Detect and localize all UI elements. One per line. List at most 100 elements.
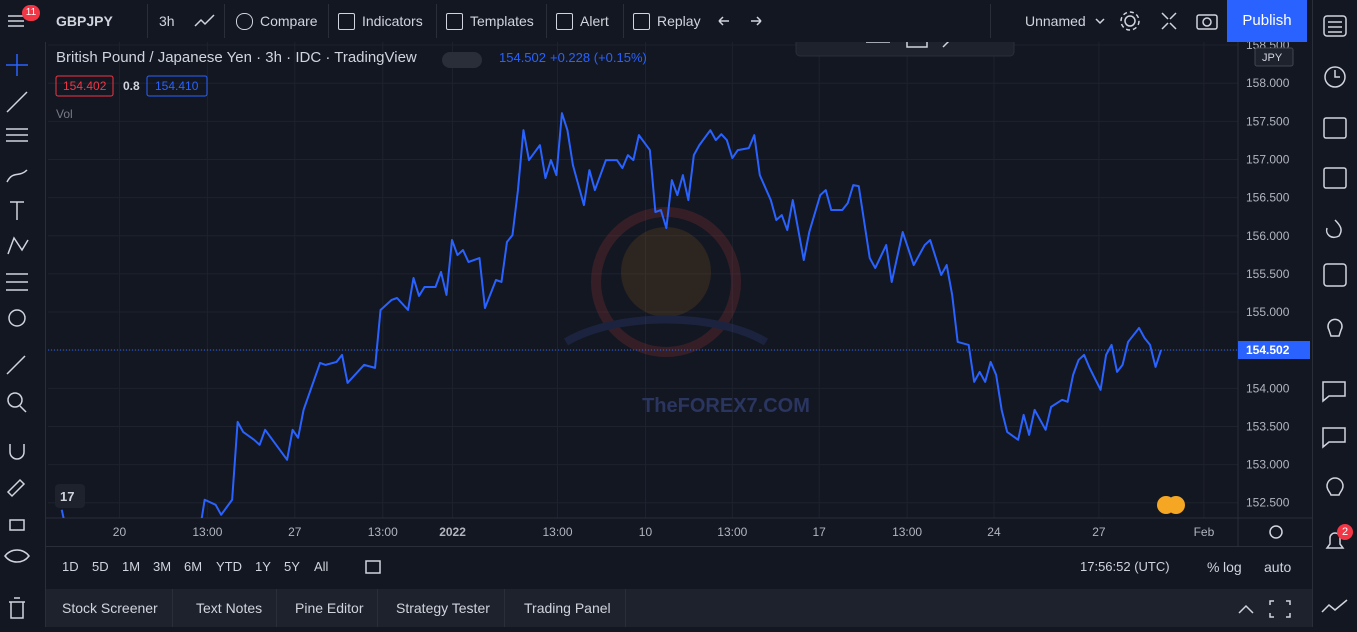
toolbar-button[interactable]: Indicators (362, 13, 423, 29)
range-button[interactable]: 1Y (255, 559, 271, 574)
range-button[interactable]: YTD (216, 559, 242, 574)
grid (48, 42, 1238, 518)
symbol-button[interactable]: GBPJPY (56, 13, 113, 29)
x-tick-label: 13:00 (368, 525, 398, 539)
price-line (60, 112, 1163, 518)
x-tick-label: 13:00 (892, 525, 922, 539)
legend-change: +0.228 (+0.15%) (550, 50, 647, 65)
drawing-toolbar (0, 42, 46, 627)
bid-box (55, 75, 114, 97)
last-price-tag (1238, 341, 1310, 360)
y-tick-label: 153.500 (1246, 419, 1290, 433)
chart: TheFOREX7.COM 152.500 153.000 153.500 154.0… (46, 42, 1312, 546)
y-tick-label: 156.500 (1246, 191, 1290, 205)
volume-label: Vol (56, 107, 73, 121)
tv-logo-mark: 17 (60, 489, 74, 504)
x-tick-label: 13:00 (717, 525, 747, 539)
layout-button[interactable]: Unnamed (1025, 13, 1086, 29)
scale-option[interactable]: % (1207, 559, 1220, 575)
notification-badge: 2 (1337, 524, 1353, 540)
bid-price: 154.402 (63, 79, 107, 93)
y-tick-label: 158.000 (1246, 76, 1290, 90)
chart-background (46, 42, 1312, 546)
event-marker[interactable] (1167, 496, 1185, 514)
separator (436, 4, 437, 38)
menu-icon[interactable] (6, 10, 30, 32)
legend-price: 154.502 (499, 50, 546, 65)
spread: 0.8 (123, 79, 140, 93)
y-tick-label: 158.500 (1246, 42, 1290, 52)
toolbar-icon[interactable] (633, 13, 650, 30)
publish-button[interactable]: Publish (1227, 0, 1307, 42)
x-tick-label: 13:00 (192, 525, 222, 539)
layout-caret[interactable] (1094, 15, 1106, 27)
watermark-logo (563, 207, 769, 357)
x-tick-label: 2022 (439, 525, 466, 539)
range-button[interactable]: All (314, 559, 329, 574)
x-tick-label: 27 (1092, 525, 1106, 539)
separator (990, 4, 991, 38)
undo-redo[interactable] (716, 13, 766, 29)
toolbar-button[interactable]: Compare (260, 13, 318, 29)
x-tick-label: 10 (639, 525, 653, 539)
right-sidebar: 2 (1312, 0, 1357, 627)
x-tick-label: 13:00 (543, 525, 573, 539)
y-tick-label: 155.000 (1246, 305, 1290, 319)
interval-button[interactable]: 3h (159, 13, 175, 29)
chart-style-icon[interactable] (194, 12, 216, 30)
y-tick-label: 157.500 (1246, 114, 1290, 128)
sidebar-icons[interactable] (1313, 0, 1357, 627)
range-button[interactable]: 6M (184, 559, 203, 574)
panel-tab[interactable]: Stock Screener (48, 589, 173, 627)
legend-title: British Pound / Japanese Yen · 3h · IDC … (56, 49, 417, 66)
panel-tab[interactable]: Pine Editor (281, 589, 379, 627)
range-button[interactable]: 1D (62, 559, 79, 574)
goto-date-icon[interactable] (364, 558, 382, 576)
floating-draw-toolbar[interactable] (795, 42, 1015, 57)
plot (48, 112, 1238, 518)
clock[interactable]: 17:56:52 (UTC) (1080, 559, 1170, 574)
panel-controls[interactable] (1236, 599, 1296, 619)
y-tick-label: 153.000 (1246, 458, 1290, 472)
toolbar-button[interactable]: Templates (470, 13, 534, 29)
panel-tab[interactable]: Text Notes (182, 589, 278, 627)
y-tick-label: 155.500 (1246, 267, 1290, 281)
range-button[interactable]: 5D (92, 559, 109, 574)
toolbar-icons[interactable] (1118, 10, 1298, 32)
x-tick-label: 24 (987, 525, 1001, 539)
x-tick-label: 27 (288, 525, 302, 539)
currency-box[interactable] (1254, 47, 1294, 67)
y-tick-label: 156.000 (1246, 229, 1290, 243)
separator (224, 4, 225, 38)
toolbar-button[interactable]: Replay (657, 13, 701, 29)
watermark-text: TheFOREX7.COM (642, 395, 810, 417)
last-price-label: 154.502 (1246, 343, 1290, 357)
toolbar-icon[interactable] (338, 13, 355, 30)
panel-tab[interactable]: Trading Panel (510, 589, 626, 627)
toolbar-icon[interactable] (236, 13, 253, 30)
settings-icon[interactable] (1269, 525, 1283, 539)
panel-tab[interactable]: Strategy Tester (382, 589, 505, 627)
range-bar: 1D 5D 1M 3M 6M YTD 1Y 5Y All 17:56:52 (UTC) % log… (46, 546, 1312, 587)
range-button[interactable]: 3M (153, 559, 172, 574)
scale-option[interactable]: log (1223, 559, 1242, 575)
tv-logo (55, 484, 85, 508)
range-button[interactable]: 1M (122, 559, 141, 574)
x-tick-label: Feb (1194, 525, 1215, 539)
y-tick-label: 152.500 (1246, 496, 1290, 510)
y-tick-label: 157.000 (1246, 152, 1290, 166)
menu-badge: 11 (22, 5, 40, 21)
drawing-tools[interactable] (0, 42, 45, 627)
separator (623, 4, 624, 38)
separator (328, 4, 329, 38)
currency-label[interactable]: JPY (1262, 52, 1283, 64)
top-toolbar: 11 GBPJPY 3h Compare Indicators Templates A… (0, 0, 1357, 43)
range-button[interactable]: 5Y (284, 559, 300, 574)
toolbar-icon[interactable] (446, 13, 463, 30)
bottom-panel-tabs: Stock Screener Text Notes Pine Editor Strat… (46, 589, 1312, 627)
toolbar-button[interactable]: Alert (580, 13, 609, 29)
x-tick-label: 17 (812, 525, 826, 539)
scale-option[interactable]: auto (1264, 559, 1292, 575)
toolbar-icon[interactable] (556, 13, 573, 30)
